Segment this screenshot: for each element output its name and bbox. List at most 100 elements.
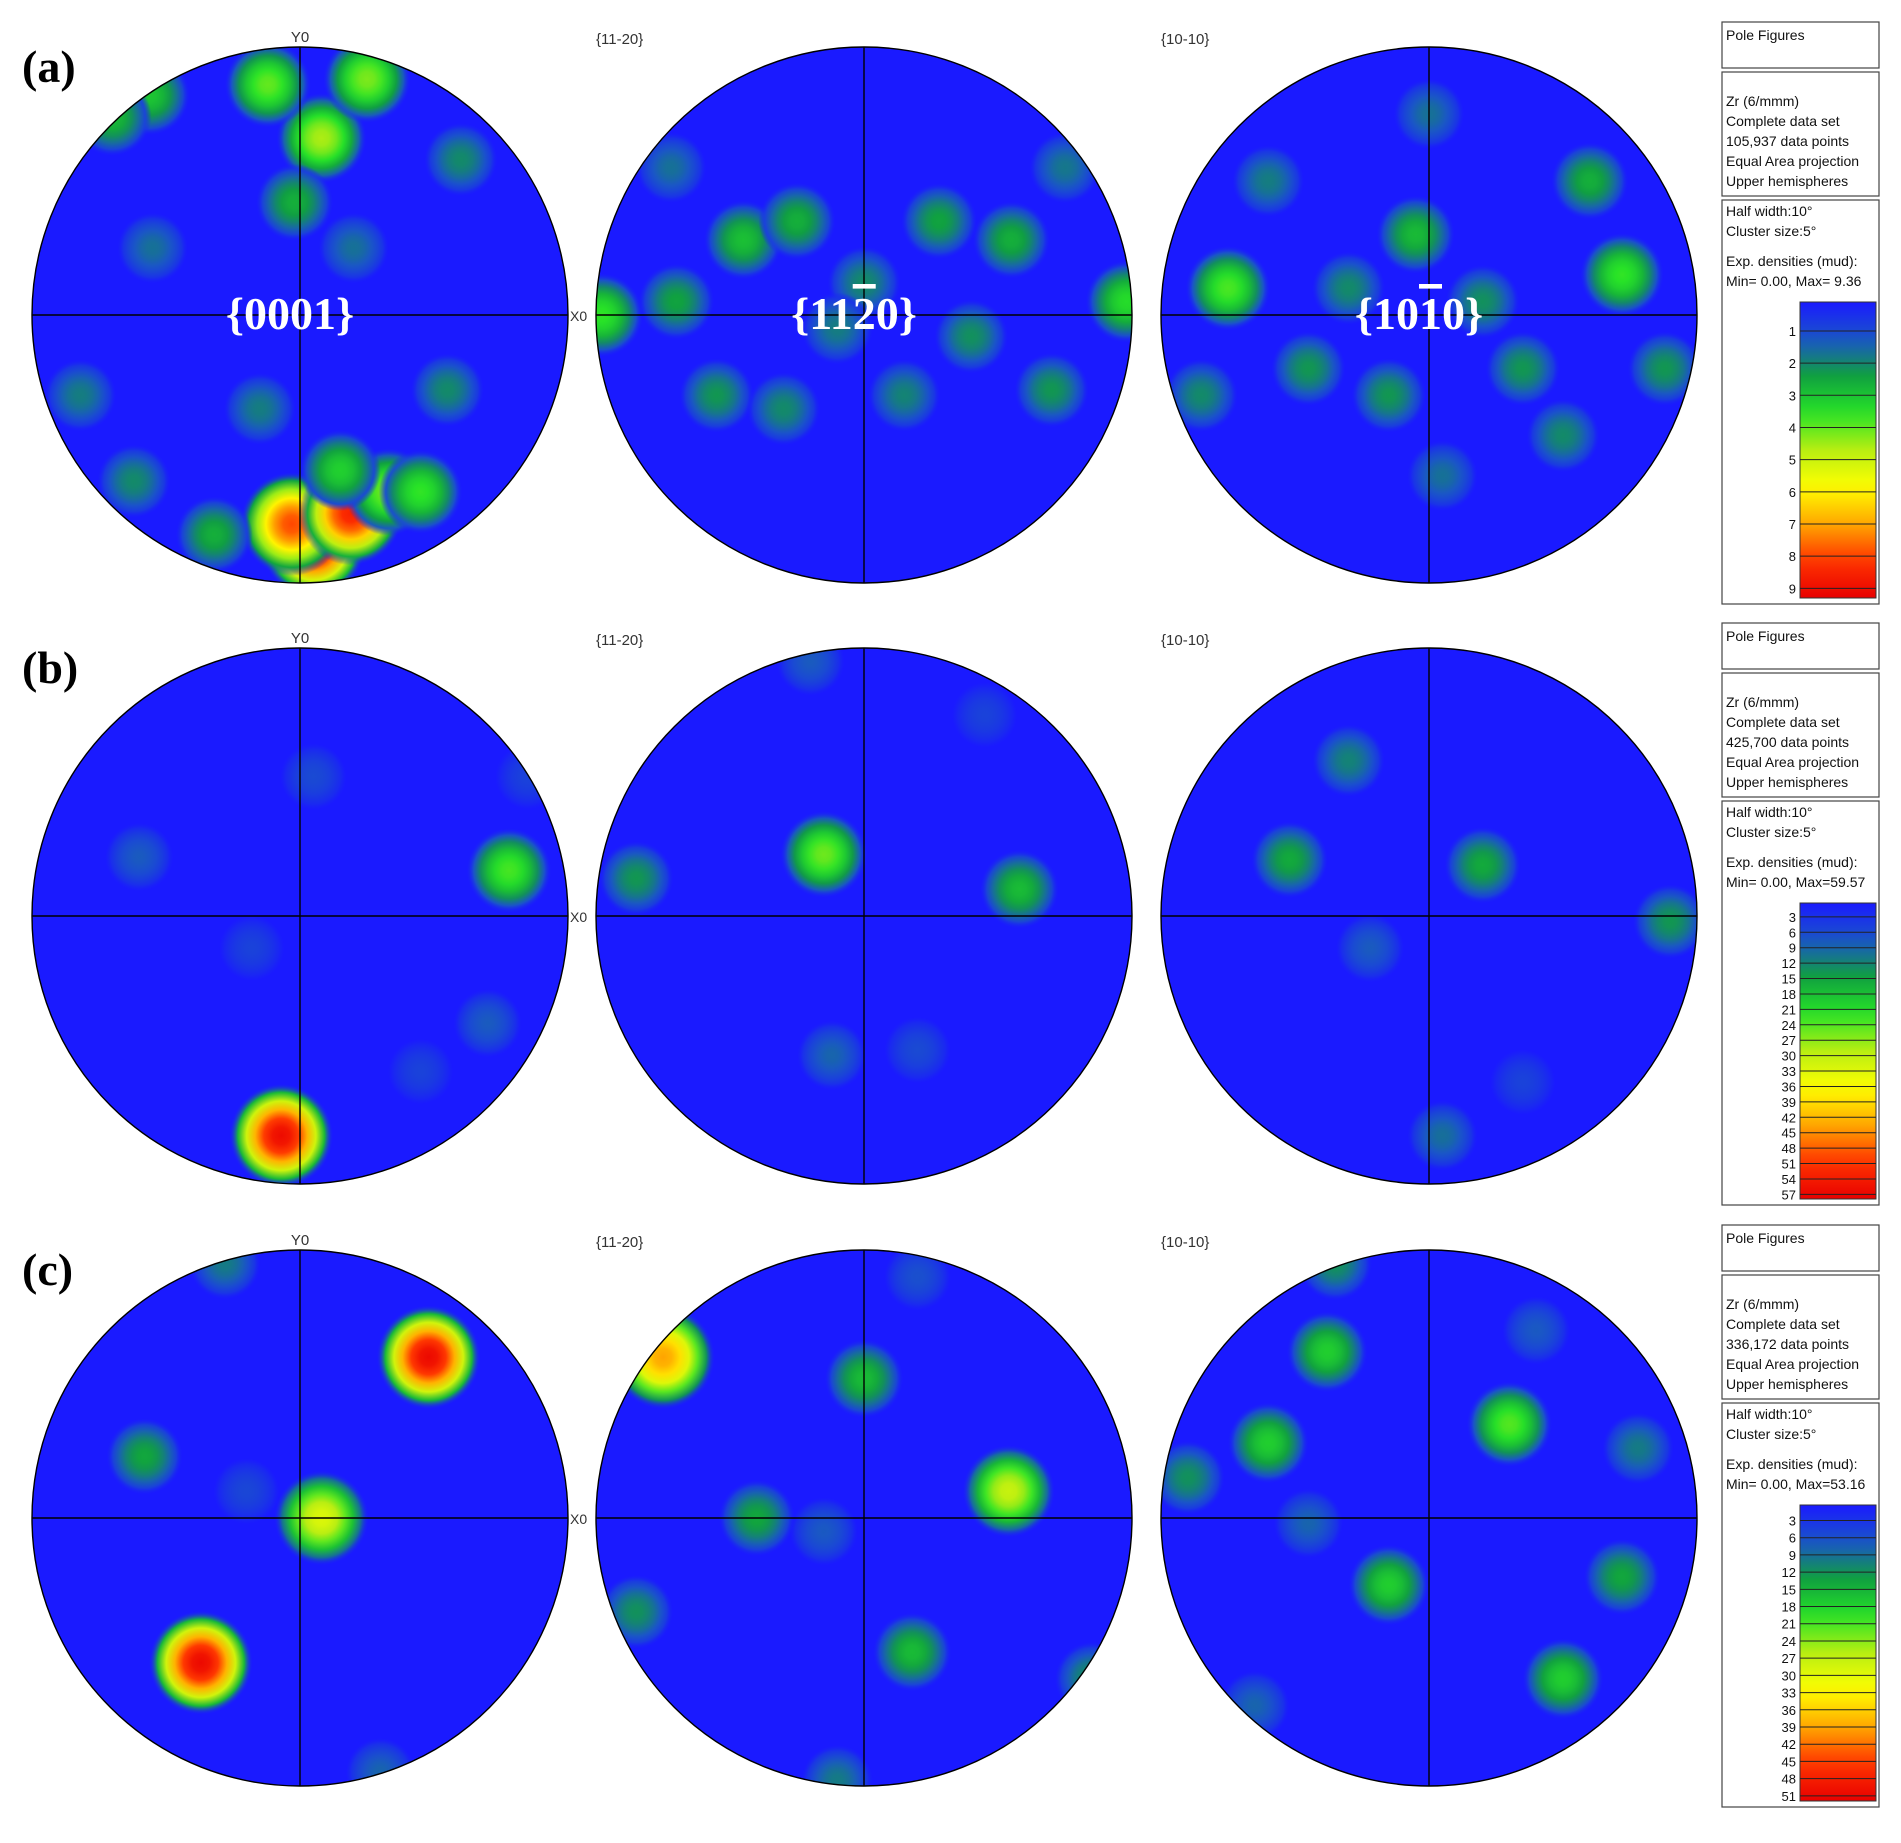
density-spots [596,132,1132,446]
density-spot [106,1418,183,1495]
colorbar-tick-label: 2 [1789,356,1796,371]
pole-figure-outline [595,46,1133,584]
legend-dataset-line: Complete data set [1726,714,1840,730]
colorbar-tick-label: 1 [1789,324,1796,339]
colorbar-tick-label: 51 [1782,1157,1796,1172]
plane-label-part: {10 [1355,288,1419,339]
pole-figure-outline [31,647,569,1185]
density-spot [1485,331,1561,406]
legend-title-box [1721,21,1880,69]
pole-figure-outline [1160,1249,1698,1787]
colorbar-tick-label: 48 [1782,1772,1796,1787]
density-spot [323,47,411,123]
density-spot [424,122,498,197]
density-spots [1251,724,1697,1171]
density-spot [1085,260,1132,343]
plane-label-part: 1 [1419,288,1442,339]
legend-dataset-line: 105,937 data points [1726,133,1849,149]
density-spot [1185,245,1271,331]
density-spot [256,163,334,241]
colorbar-tick-label: 27 [1782,1033,1796,1048]
panel-row-2: (b) Y0 X0 {11-20} {10-10} Pole Figures Zr (6/m… [22,622,1880,1206]
colorbar-tick-label: 45 [1782,1754,1796,1769]
legend-title: Pole Figures [1726,27,1805,43]
density-spot [872,1612,952,1692]
density-spot [1161,1440,1225,1515]
density-spot [1220,1670,1290,1741]
colorbar-tick-label: 8 [1789,549,1796,564]
legend-density-line: Cluster size:5° [1726,824,1816,840]
density-spot [224,47,312,128]
density-spot [934,299,1009,374]
legend-title: Pole Figures [1726,1230,1805,1246]
density-spot [378,450,463,534]
legend-density-line: Exp. densities (mud): [1726,1456,1858,1472]
legend-title: Pole Figures [1726,628,1805,644]
legend-dataset-line: Equal Area projection [1726,754,1859,770]
density-spot [1602,1412,1674,1485]
density-spot [1444,826,1521,904]
legend-dataset-line: 425,700 data points [1726,734,1849,750]
legend-density-line: Cluster size:5° [1726,223,1816,239]
density-spot [466,828,552,913]
density-spot [780,810,868,898]
colorbar-tick-label: 30 [1782,1049,1796,1064]
density-spots [1164,78,1697,512]
density-spot [884,1016,951,1084]
density-spot [1407,440,1478,512]
panel-letter: (a) [22,41,76,92]
density-spot [175,496,253,574]
legend-dataset-line: Equal Area projection [1726,153,1859,169]
colorbar-tick-label: 48 [1782,1141,1796,1156]
legend-panel: Pole Figures Zr (6/mmm) Complete data set 3… [1721,1224,1880,1808]
density-spot [1251,821,1328,898]
legend-dataset-line: Upper hemispheres [1726,1376,1848,1392]
pole-figure-plot: {10-10} [1160,632,1698,1185]
panel-row-1: (a)Y0X0{0001}{11-20}{1120}{10-10}{1010}P… [22,21,1880,605]
pole-figure-outline [1160,46,1698,584]
colorbar-tick-label: 3 [1789,388,1796,403]
colorbar-tick-label: 9 [1789,941,1796,956]
legend-dataset-line: Zr (6/mmm) [1726,1296,1799,1312]
pole-figure-outline [31,1249,569,1787]
colorbar [1799,902,1877,1200]
density-spot [952,682,1018,748]
density-spot [972,201,1050,279]
pole-figure-plot: {11-20} [595,632,1133,1185]
legend-density-line: Min= 0.00, Max=59.57 [1726,874,1866,890]
density-spot [901,183,977,260]
density-spot [495,744,561,810]
legend-dataset-box [1721,1274,1880,1400]
density-spot [1164,358,1238,432]
pole-figure-plot: Y0 X0 [31,1232,587,1787]
plot-header: Y0 [291,29,309,46]
density-spot [345,1737,416,1786]
colorbar-tick-label: 45 [1782,1126,1796,1141]
density-spot [1227,1402,1309,1484]
density-spot [148,1610,253,1715]
colorbar-tick-label: 3 [1789,910,1796,925]
density-spot [635,132,707,203]
density-spot [1348,1544,1430,1626]
density-spots [598,648,1059,1091]
density-spot [73,77,152,156]
pole-figure-plot: {11-20} {1120} [595,31,1133,584]
pole-figure-plot: {10-10} [1160,1234,1698,1787]
legend-title-box [1721,622,1880,670]
density-spot [1466,1381,1553,1467]
density-spot [884,1250,952,1311]
density-spot [1271,331,1346,406]
legend-density-line: Cluster size:5° [1726,1426,1816,1442]
density-spot [1273,1488,1344,1558]
axis-side-label: X0 [570,909,587,925]
density-spots [1161,1250,1674,1741]
density-spot [598,841,674,916]
density-spot [1232,145,1305,217]
density-spot [1351,358,1427,433]
colorbar-tick-label: 6 [1789,925,1796,940]
colorbar-tick-label: 3 [1789,1513,1796,1528]
colorbar-tick-label: 18 [1782,987,1796,1002]
plane-label-part: 0} [876,288,917,339]
legend-title-box [1721,1224,1880,1272]
legend-dataset-line: Zr (6/mmm) [1726,93,1799,109]
